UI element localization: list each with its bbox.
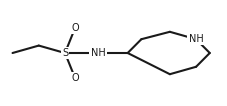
Text: NH: NH [188, 34, 202, 44]
Text: O: O [71, 73, 79, 83]
Text: S: S [62, 48, 68, 58]
Text: O: O [71, 23, 79, 33]
Text: NH: NH [90, 48, 105, 58]
